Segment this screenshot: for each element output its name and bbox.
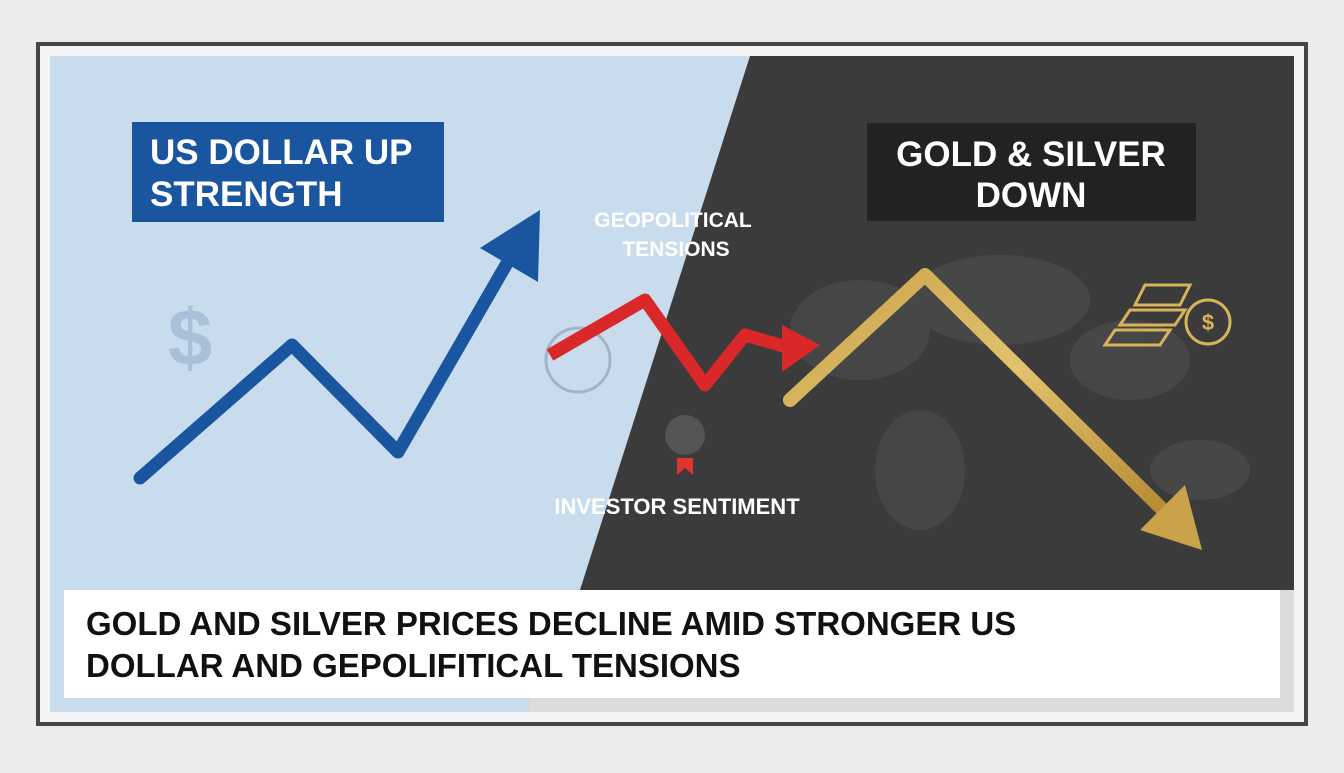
globe-icon bbox=[544, 326, 612, 394]
coin-icon: $ bbox=[1202, 310, 1214, 335]
center-label: INVESTOR SENTIMENT bbox=[554, 494, 800, 519]
headline: GOLD AND SILVER PRICES DECLINE AMID STRO… bbox=[86, 605, 1016, 642]
center-label: GEOPOLITICAL bbox=[594, 209, 752, 232]
gold-arrow bbox=[783, 268, 1172, 519]
right-label: DOWN bbox=[976, 176, 1087, 215]
sentiment-icon bbox=[665, 415, 705, 455]
dollar-icon: $ bbox=[168, 293, 213, 382]
left-label: US DOLLAR UP bbox=[150, 133, 413, 172]
headline: DOLLAR AND GEPOLIFITICAL TENSIONS bbox=[86, 647, 741, 684]
tension-arrowhead bbox=[782, 325, 820, 372]
tension-arrow bbox=[546, 293, 792, 392]
gold-bars-icon bbox=[1102, 283, 1232, 347]
left-label: STRENGTH bbox=[150, 175, 343, 214]
headline-box bbox=[64, 590, 1280, 698]
center-label: TENSIONS bbox=[622, 238, 729, 261]
ribbon-icon bbox=[677, 458, 693, 475]
dollar-arrowhead bbox=[480, 210, 540, 282]
right-label: GOLD & SILVER bbox=[896, 135, 1166, 174]
dollar-arrow bbox=[133, 251, 517, 485]
left-label-box bbox=[132, 122, 444, 222]
gold-arrowhead bbox=[1140, 485, 1202, 550]
right-label-box bbox=[867, 123, 1196, 221]
